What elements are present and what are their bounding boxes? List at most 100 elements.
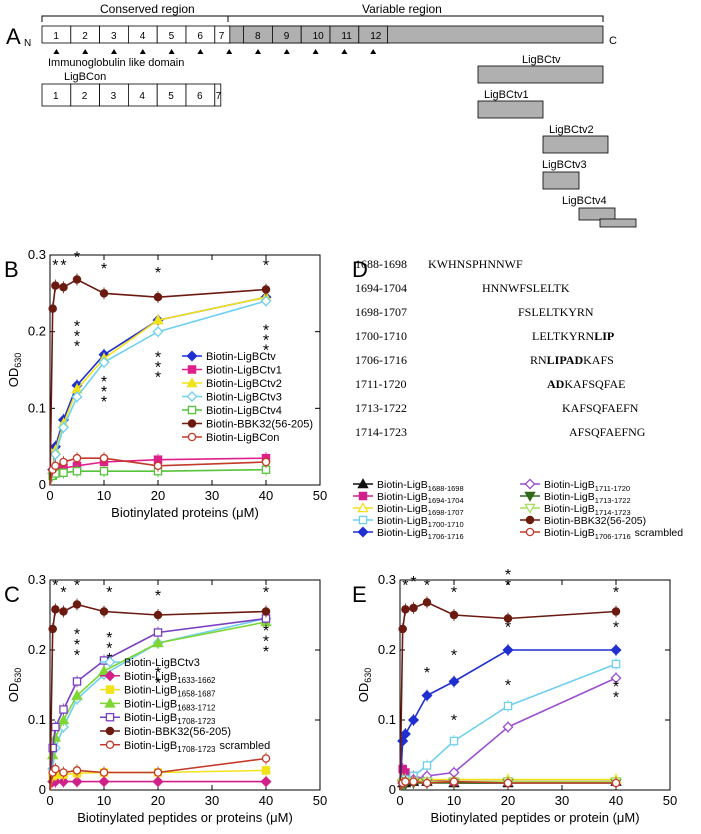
c-terminus-label: C [609,35,617,47]
legend-label-sub: 1683-1712 [177,703,216,712]
legend-marker [187,432,197,442]
ligbcon-domain-number: 6 [197,91,203,102]
legend-label-name: Biotin-LigBCtv2 [206,378,282,390]
x-tick-label: 30 [555,793,569,808]
legend-label: Biotin-LigB1711-1720 [544,479,630,493]
legend-label: Biotin-BBK32(56-205) [206,419,313,431]
legend-label-sub: 1711-1720 [595,484,630,493]
legend-label-sub: 1713-1722 [595,496,631,505]
data-point [611,778,621,788]
peptide-sequence: LELTKYRNLIP [532,329,614,343]
significance-star: * [106,641,112,658]
plot-frame [399,579,671,791]
legend-marker [524,491,536,502]
series [48,612,271,791]
domain-marker-triangle [82,49,89,54]
peptide-sequence: KWHNSPHNNWF [428,257,523,271]
chart-b: 0 10 20 30 40 50 0 0.1 0.2 0.3 OD630 Biotinylated p… [6,247,327,520]
ligbcon-domain-number: 3 [111,91,117,102]
panel-a-letter: A [6,24,21,49]
legend-label-sub: 1633-1662 [177,676,216,685]
x-tick-label: 40 [259,488,273,503]
x-tick-label: 40 [259,793,273,808]
legend-marker [187,419,197,428]
data-point [398,624,407,634]
legend-label-name: Biotin-LigBCtv1 [206,365,282,377]
data-point [153,461,163,471]
legend-label-name: Biotin-LigB [124,671,177,683]
data-point [448,675,460,688]
legend-label: Biotin-LigB1633-1662 [124,671,216,685]
significance-star: * [74,329,80,346]
panel-c-letter: C [4,582,20,607]
significance-star: * [155,665,161,682]
fragment-bar-ligbctv1 [477,100,544,119]
data-point [98,665,110,676]
significance-star: * [155,359,161,376]
domain-number: 11 [341,31,352,42]
legend-marker [524,503,536,514]
ligbcon-label: LigBCon [64,71,106,83]
data-point [98,356,110,368]
data-point [51,461,60,471]
x-tick-label: 10 [97,488,111,503]
domain-marker-triangle [226,49,233,54]
legend-label: Biotin-LigBCon [206,432,279,444]
data-point [99,289,109,298]
data-point [59,768,68,777]
legend-label-sub: 1658-1687 [177,690,216,699]
data-point [59,468,68,477]
significance-star: * [505,567,511,584]
y-tick-label: 0.2 [28,324,46,339]
data-point [153,292,163,302]
significance-star: * [613,585,619,602]
significance-star: * [155,676,161,693]
domain-number: 7 [219,31,225,42]
y-tick-label: 0.3 [28,572,46,587]
data-point [48,624,57,634]
legend-label: Biotin-LigB1714-1723 [544,503,631,517]
data-point [422,761,432,770]
data-point [59,705,68,714]
legend-marker [357,502,369,513]
data-point [261,285,271,294]
significance-star: * [263,585,269,602]
x-tick-label: 50 [313,793,327,808]
fragment-bar-ligbctv3 [542,171,580,190]
peptide-seq-bold: LIP [594,329,614,343]
ligbcon-construct: 1 2 3 4 5 6 7 [41,83,222,107]
domain-marker-triangle [255,49,261,54]
data-point [71,689,83,700]
significance-star: * [613,690,619,707]
domain-marker-triangle [53,49,60,54]
significance-star: * [74,578,80,595]
peptide-seq-part: KAFSQFAEFN [562,401,639,415]
legend-marker [358,515,368,525]
legend-label-name: Biotin-LigBCon [206,432,279,444]
domain-number: 4 [140,31,146,42]
data-point [72,453,82,463]
x-tick-label: 50 [663,793,677,808]
data-point [59,282,68,292]
panel-d: D 1688-1698 KWHNSPHNNWF 1694-1704 HNNWFSLEL… [352,257,646,439]
data-point [71,391,83,403]
data-point [49,731,62,742]
legend-marker [186,350,198,362]
legend-label: Biotin-LigBCtv3 [124,657,200,669]
data-point [57,776,70,788]
fragment-label-4: LigBCtv4 [562,195,607,207]
legend-label-sub: 1706-1716 [428,532,464,541]
legend-label-name: Biotin-LigB [124,740,177,752]
x-tick-label: 20 [151,488,165,503]
peptide-seq-part: KAFS [583,353,614,367]
data-point [51,722,60,732]
conserved-bracket [41,15,229,22]
legend-marker [357,478,369,489]
fragment-label-0: LigBCtv [522,54,561,66]
n-terminus-label: N [24,38,31,49]
significance-star: * [424,578,430,595]
legend-label-suffix: scrambled [219,740,270,752]
x-tick-label: 10 [97,793,111,808]
data-point [502,644,514,656]
data-point [409,777,418,786]
